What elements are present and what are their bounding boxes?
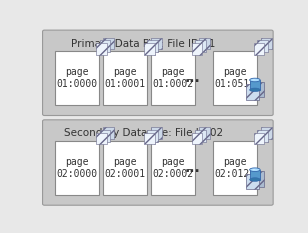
Text: page
02:0000: page 02:0000 [57, 157, 98, 179]
FancyBboxPatch shape [103, 141, 147, 195]
FancyBboxPatch shape [246, 85, 259, 100]
FancyBboxPatch shape [199, 127, 209, 139]
Text: page
02:0127: page 02:0127 [214, 157, 255, 179]
Bar [249, 80, 260, 90]
FancyBboxPatch shape [257, 130, 268, 142]
FancyBboxPatch shape [213, 51, 257, 105]
FancyBboxPatch shape [103, 51, 147, 105]
FancyBboxPatch shape [257, 41, 268, 52]
Ellipse shape [249, 78, 260, 82]
FancyBboxPatch shape [148, 41, 158, 52]
FancyBboxPatch shape [55, 51, 99, 105]
FancyBboxPatch shape [192, 133, 202, 144]
Text: Primary Data File: File ID 01: Primary Data File: File ID 01 [71, 39, 216, 49]
FancyBboxPatch shape [151, 51, 195, 105]
FancyBboxPatch shape [254, 133, 265, 144]
FancyBboxPatch shape [148, 130, 158, 142]
FancyBboxPatch shape [192, 43, 202, 55]
FancyBboxPatch shape [151, 127, 162, 139]
FancyBboxPatch shape [261, 38, 272, 49]
Text: page
01:0001: page 01:0001 [104, 67, 146, 89]
FancyBboxPatch shape [213, 141, 257, 195]
Text: page
02:0001: page 02:0001 [104, 157, 146, 179]
FancyBboxPatch shape [195, 41, 206, 52]
Text: ...: ... [184, 161, 200, 175]
FancyBboxPatch shape [195, 130, 206, 142]
Ellipse shape [249, 168, 260, 171]
FancyBboxPatch shape [100, 130, 111, 142]
FancyBboxPatch shape [246, 174, 259, 189]
Ellipse shape [252, 79, 255, 80]
FancyBboxPatch shape [103, 38, 114, 49]
Bar [249, 170, 260, 180]
Ellipse shape [249, 88, 260, 92]
Text: page
02:0002: page 02:0002 [152, 157, 193, 179]
FancyBboxPatch shape [250, 171, 264, 187]
Text: page
01:0511: page 01:0511 [214, 67, 255, 89]
FancyBboxPatch shape [199, 38, 209, 49]
FancyBboxPatch shape [261, 127, 272, 139]
FancyBboxPatch shape [55, 141, 99, 195]
FancyBboxPatch shape [103, 127, 114, 139]
FancyBboxPatch shape [43, 30, 273, 116]
FancyBboxPatch shape [100, 41, 111, 52]
Text: Secondary Data File: File ID 02: Secondary Data File: File ID 02 [64, 128, 223, 138]
FancyBboxPatch shape [144, 133, 155, 144]
FancyBboxPatch shape [254, 43, 265, 55]
FancyBboxPatch shape [144, 43, 155, 55]
FancyBboxPatch shape [96, 133, 107, 144]
FancyBboxPatch shape [96, 43, 107, 55]
FancyBboxPatch shape [250, 82, 264, 97]
FancyBboxPatch shape [43, 120, 273, 205]
FancyBboxPatch shape [151, 141, 195, 195]
Text: ...: ... [184, 71, 200, 85]
Text: page
01:0002: page 01:0002 [152, 67, 193, 89]
Text: page
01:0000: page 01:0000 [57, 67, 98, 89]
Ellipse shape [249, 178, 260, 181]
Ellipse shape [252, 169, 255, 170]
FancyBboxPatch shape [151, 38, 162, 49]
